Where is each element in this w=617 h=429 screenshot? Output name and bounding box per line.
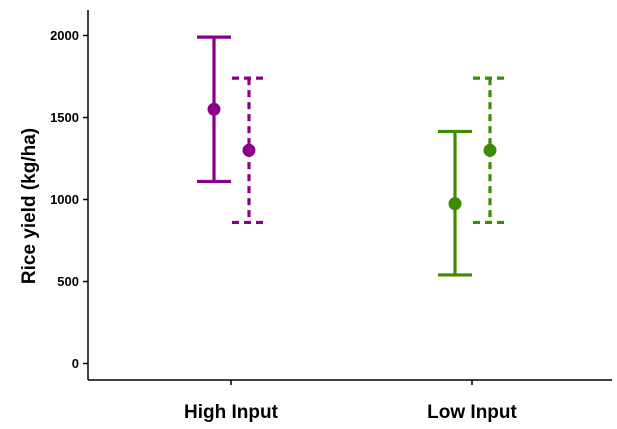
x-axis-ticks: High Input Low Input xyxy=(184,380,518,423)
x-category-label: High Input xyxy=(184,402,279,423)
y-tick-label: 1500 xyxy=(50,110,79,125)
mean-point xyxy=(483,143,497,157)
error-bar-marks xyxy=(197,35,507,277)
mean-point xyxy=(448,197,462,211)
y-axis-ticks: 0 500 1000 1500 2000 xyxy=(50,28,88,371)
y-axis-title: Rice yield (kg/ha) xyxy=(19,128,40,284)
mean-point xyxy=(207,102,221,116)
y-tick-label: 500 xyxy=(57,274,79,289)
y-tick-label: 1000 xyxy=(50,192,79,207)
mean-point xyxy=(242,143,256,157)
y-tick-label: 2000 xyxy=(50,28,79,43)
y-tick-label: 0 xyxy=(72,356,79,371)
x-category-label: Low Input xyxy=(427,402,517,423)
